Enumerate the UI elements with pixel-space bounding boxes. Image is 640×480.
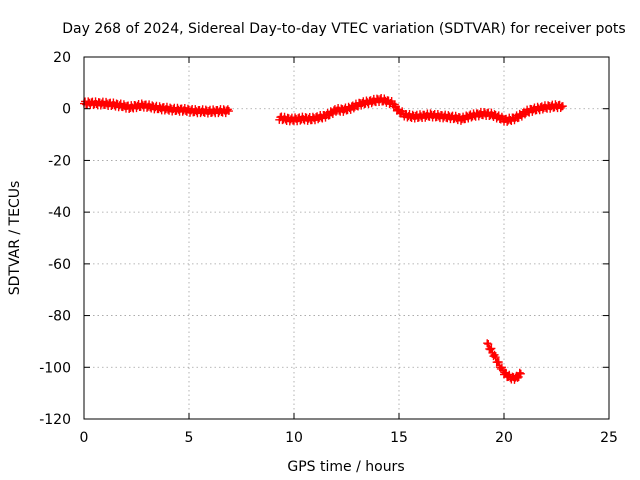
data-point	[487, 344, 496, 353]
y-tick-label: -100	[39, 360, 71, 376]
y-tick-label: -20	[48, 153, 71, 169]
x-tick-label: 10	[285, 430, 303, 446]
y-tick-label: -120	[39, 412, 71, 428]
x-axis-label: GPS time / hours	[287, 459, 404, 475]
y-tick-label: -80	[48, 309, 71, 325]
data-point	[224, 107, 233, 116]
data-point	[223, 105, 232, 114]
grid	[84, 57, 609, 419]
data-point	[494, 358, 503, 367]
x-tick-label: 15	[390, 430, 408, 446]
data-point	[516, 369, 525, 378]
y-tick-label: -60	[48, 257, 71, 273]
x-tick-label: 5	[185, 430, 194, 446]
y-tick-label: 0	[62, 102, 71, 118]
data-point	[483, 339, 492, 348]
y-axis-label: SDTVAR / TECUs	[7, 181, 23, 296]
data-point	[513, 373, 522, 382]
axis-ticks: 0 5 10 15 20 25 20 0 -20 -40 -60 -80 -100 -120	[39, 50, 618, 446]
data-point	[491, 353, 500, 362]
data-point	[484, 340, 493, 349]
chart-title: Day 268 of 2024, Sidereal Day-to-day VTE…	[62, 21, 625, 37]
x-tick-label: 0	[80, 430, 89, 446]
data-series	[80, 94, 567, 384]
plot-frame	[83, 56, 610, 420]
y-tick-label: 20	[53, 50, 71, 66]
x-tick-label: 25	[600, 430, 618, 446]
data-point	[558, 102, 567, 111]
y-tick-label: -40	[48, 205, 71, 221]
data-point	[515, 368, 524, 377]
x-tick-label: 20	[495, 430, 513, 446]
